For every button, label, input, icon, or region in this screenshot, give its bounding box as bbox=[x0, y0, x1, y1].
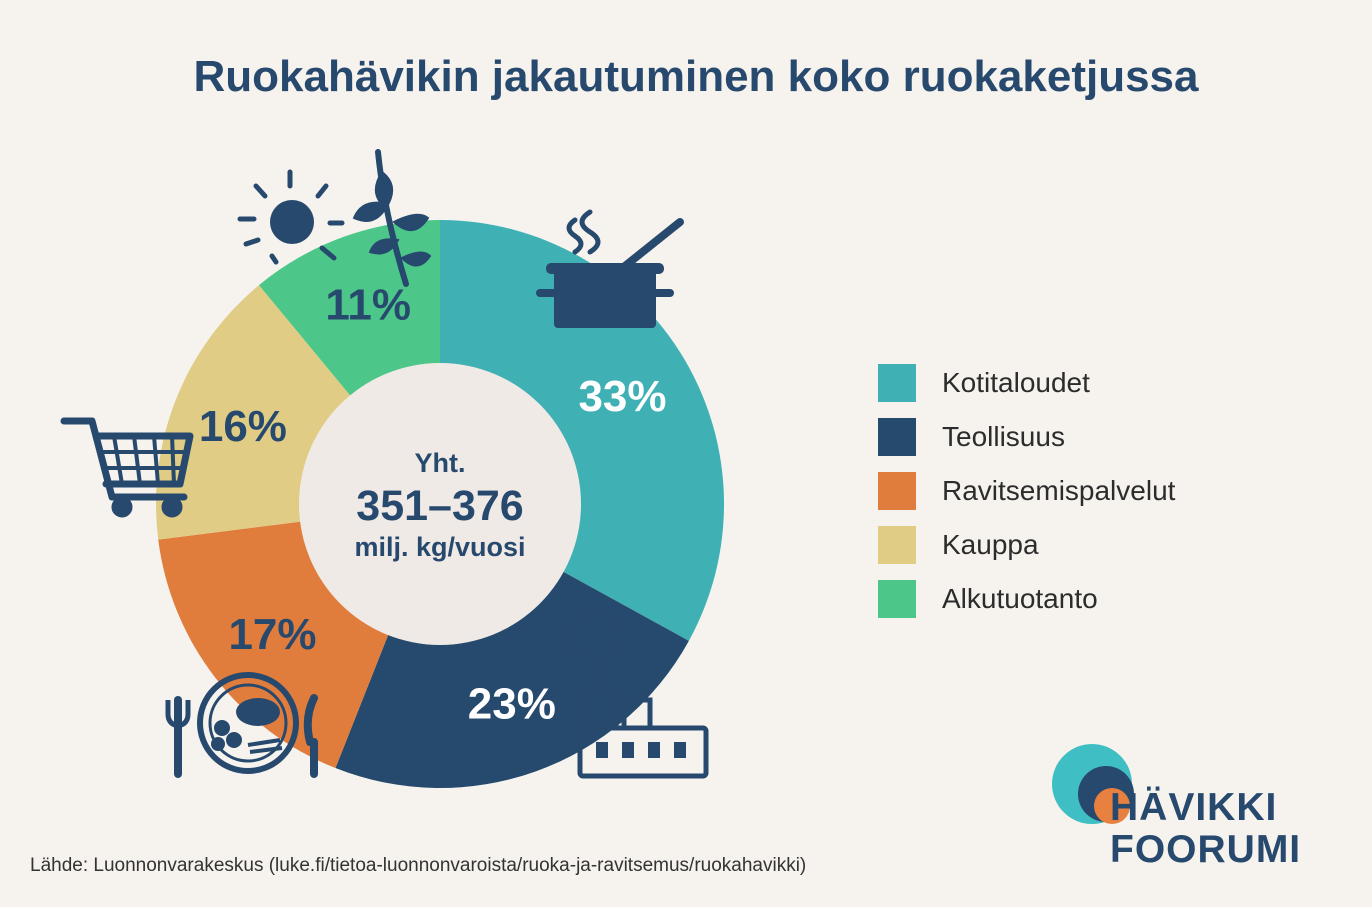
center-total-value: 351–376 bbox=[356, 482, 523, 530]
factory-icon bbox=[559, 611, 709, 779]
slice-label-kotitaloudet: 33% bbox=[578, 372, 666, 421]
legend-item-teollisuus: Teollisuus bbox=[878, 410, 1175, 464]
legend-swatch bbox=[878, 364, 916, 402]
shopping-cart-icon bbox=[60, 417, 194, 518]
legend-item-ravitsemispalvelut: Ravitsemispalvelut bbox=[878, 464, 1175, 518]
plate-cutlery-icon bbox=[165, 672, 318, 778]
legend-label: Kauppa bbox=[942, 529, 1039, 560]
logo-line-2: FOORUMI bbox=[1110, 828, 1302, 871]
cooking-pot-icon bbox=[536, 209, 684, 328]
source-note: Lähde: Luonnonvarakeskus (luke.fi/tietoa… bbox=[30, 855, 807, 876]
havikki-foorumi-logo: HÄVIKKI FOORUMI bbox=[1050, 742, 1340, 872]
legend-swatch bbox=[878, 580, 916, 618]
slice-label-alkutuotanto: 11% bbox=[325, 281, 411, 330]
logo-line-1: HÄVIKKI bbox=[1110, 786, 1278, 829]
legend-item-alkutuotanto: Alkutuotanto bbox=[878, 572, 1175, 626]
legend: Kotitaloudet Teollisuus Ravitsemispalvel… bbox=[878, 356, 1175, 626]
legend-swatch bbox=[878, 472, 916, 510]
legend-label: Teollisuus bbox=[942, 421, 1065, 452]
logo-mark-icon bbox=[1052, 744, 1134, 824]
center-total-label: Yht. bbox=[415, 448, 466, 478]
chart-title: Ruokahävikin jakautuminen koko ruokaketj… bbox=[193, 52, 1199, 101]
legend-label: Alkutuotanto bbox=[942, 583, 1098, 614]
center-total-unit: milj. kg/vuosi bbox=[354, 532, 525, 562]
legend-swatch bbox=[878, 418, 916, 456]
slice-label-teollisuus: 23% bbox=[468, 679, 556, 728]
legend-item-kauppa: Kauppa bbox=[878, 518, 1175, 572]
legend-swatch bbox=[878, 526, 916, 564]
slice-label-kauppa: 16% bbox=[199, 402, 287, 451]
sun-plant-icon bbox=[237, 149, 432, 287]
legend-item-kotitaloudet: Kotitaloudet bbox=[878, 356, 1175, 410]
legend-label: Kotitaloudet bbox=[942, 367, 1090, 398]
center-circle bbox=[299, 363, 581, 645]
slice-label-ravitsemispalvelut: 17% bbox=[228, 610, 316, 659]
legend-label: Ravitsemispalvelut bbox=[942, 475, 1176, 506]
